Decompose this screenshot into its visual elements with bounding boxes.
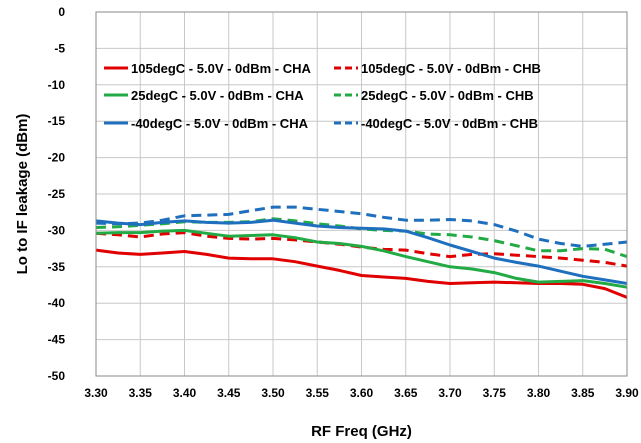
legend-label: 25degC - 5.0V - 0dBm - CHA (131, 88, 304, 103)
x-tick-label: 3.85 (571, 386, 595, 400)
y-tick-label: -40 (48, 296, 66, 310)
x-tick-label: 3.40 (173, 386, 197, 400)
series-line-3 (95, 228, 628, 289)
x-tick-label: 3.50 (261, 386, 285, 400)
legend: 105degC - 5.0V - 0dBm - CHA 105degC - 5.0… (104, 61, 541, 131)
x-tick-label: 3.35 (129, 386, 153, 400)
y-tick-label: 0 (58, 5, 65, 19)
y-tick-label: -20 (48, 151, 66, 165)
y-tick-label: -25 (48, 187, 66, 201)
x-tick-label: 3.80 (527, 386, 551, 400)
x-tick-label: 3.60 (350, 386, 374, 400)
series-line-5 (95, 218, 628, 285)
x-tick-label: 3.90 (615, 386, 639, 400)
plot-area-border (95, 11, 628, 377)
legend-label: 25degC - 5.0V - 0dBm - CHB (361, 88, 534, 103)
x-tick-label: 3.70 (438, 386, 462, 400)
legend-label: -40degC - 5.0V - 0dBm - CHB (361, 116, 538, 131)
x-tick-label: 3.75 (483, 386, 507, 400)
y-tick-label: -10 (48, 78, 66, 92)
y-tick-label: -50 (48, 369, 66, 383)
plot-frame (95, 11, 628, 377)
x-tick-label: 3.30 (84, 386, 108, 400)
y-tick-label: -5 (54, 41, 65, 55)
y-tick-label: -30 (48, 223, 66, 237)
y-tick-label: -45 (48, 333, 66, 347)
x-tick-label: 3.65 (394, 386, 418, 400)
y-tick-label: -15 (48, 114, 66, 128)
x-tick-label: 3.45 (217, 386, 241, 400)
y-axis-title: Lo to IF leakage (dBm) (14, 114, 31, 275)
series-line-2 (95, 231, 628, 268)
x-tick-label: 3.55 (306, 386, 330, 400)
series-line-6 (95, 205, 628, 248)
legend-label: -40degC - 5.0V - 0dBm - CHA (131, 116, 309, 131)
y-tick-label: -35 (48, 260, 66, 274)
series-layer (95, 205, 628, 299)
tick-labels: 3.30 3.35 3.40 3.45 3.50 3.55 3.60 3.65 3.70 3.75… (48, 5, 639, 400)
x-axis-title: RF Freq (GHz) (311, 423, 412, 440)
legend-label: 105degC - 5.0V - 0dBm - CHA (131, 61, 311, 76)
legend-label: 105degC - 5.0V - 0dBm - CHB (361, 61, 541, 76)
